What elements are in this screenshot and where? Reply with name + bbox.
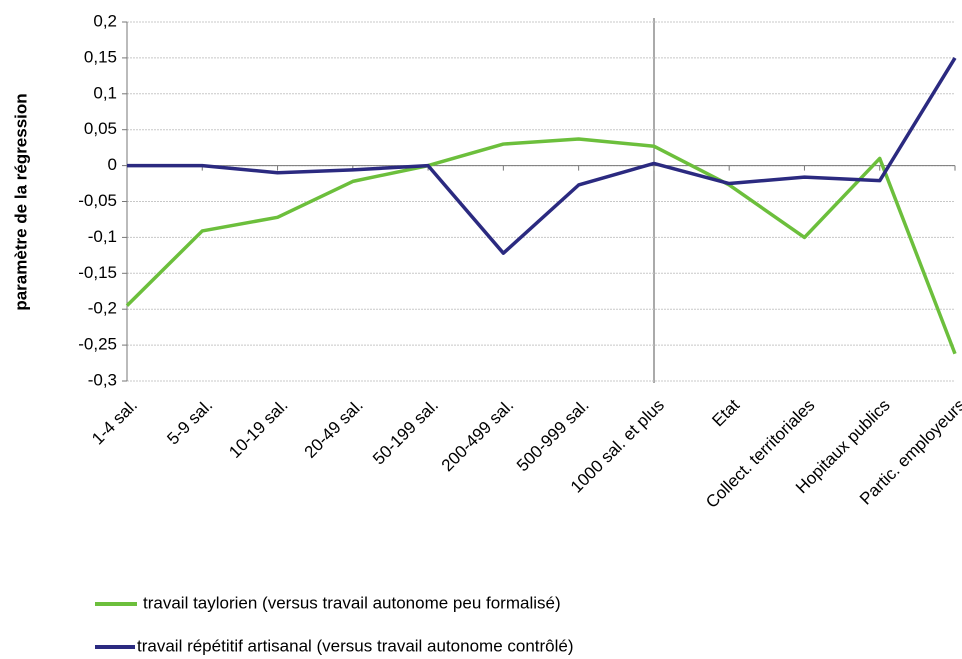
y-tick-label: -0,15 xyxy=(78,263,117,282)
y-tick-label: 0,1 xyxy=(93,83,117,102)
x-tick-label: 200-499 sal. xyxy=(438,396,518,476)
y-tick-label: -0,25 xyxy=(78,335,117,354)
x-tick-label: Etat xyxy=(708,395,743,430)
x-tick-label: 5-9 sal. xyxy=(163,396,216,449)
series-line xyxy=(127,56,957,255)
legend-label: travail répétitif artisanal (versus trav… xyxy=(137,636,574,655)
legend-label: travail taylorien (versus travail autono… xyxy=(143,593,561,612)
x-tick-label: 500-999 sal. xyxy=(513,396,593,476)
x-tick-label: 1-4 sal. xyxy=(88,396,141,449)
y-axis-label: paramètre de la régression xyxy=(11,93,30,310)
y-tick-label: -0,1 xyxy=(88,227,117,246)
y-tick-label: 0,2 xyxy=(93,11,117,30)
y-tick-label: -0,3 xyxy=(88,370,117,389)
y-tick-label: -0,2 xyxy=(88,299,117,318)
y-tick-label: 0,15 xyxy=(84,47,117,66)
x-tick-label: 50-199 sal. xyxy=(369,396,442,469)
x-tick-label: 10-19 sal. xyxy=(225,396,291,462)
y-tick-label: 0 xyxy=(108,155,117,174)
series-line xyxy=(125,137,957,355)
y-tick-label: 0,05 xyxy=(84,119,117,138)
x-tick-label: 20-49 sal. xyxy=(301,396,367,462)
y-tick-label: -0,05 xyxy=(78,191,117,210)
